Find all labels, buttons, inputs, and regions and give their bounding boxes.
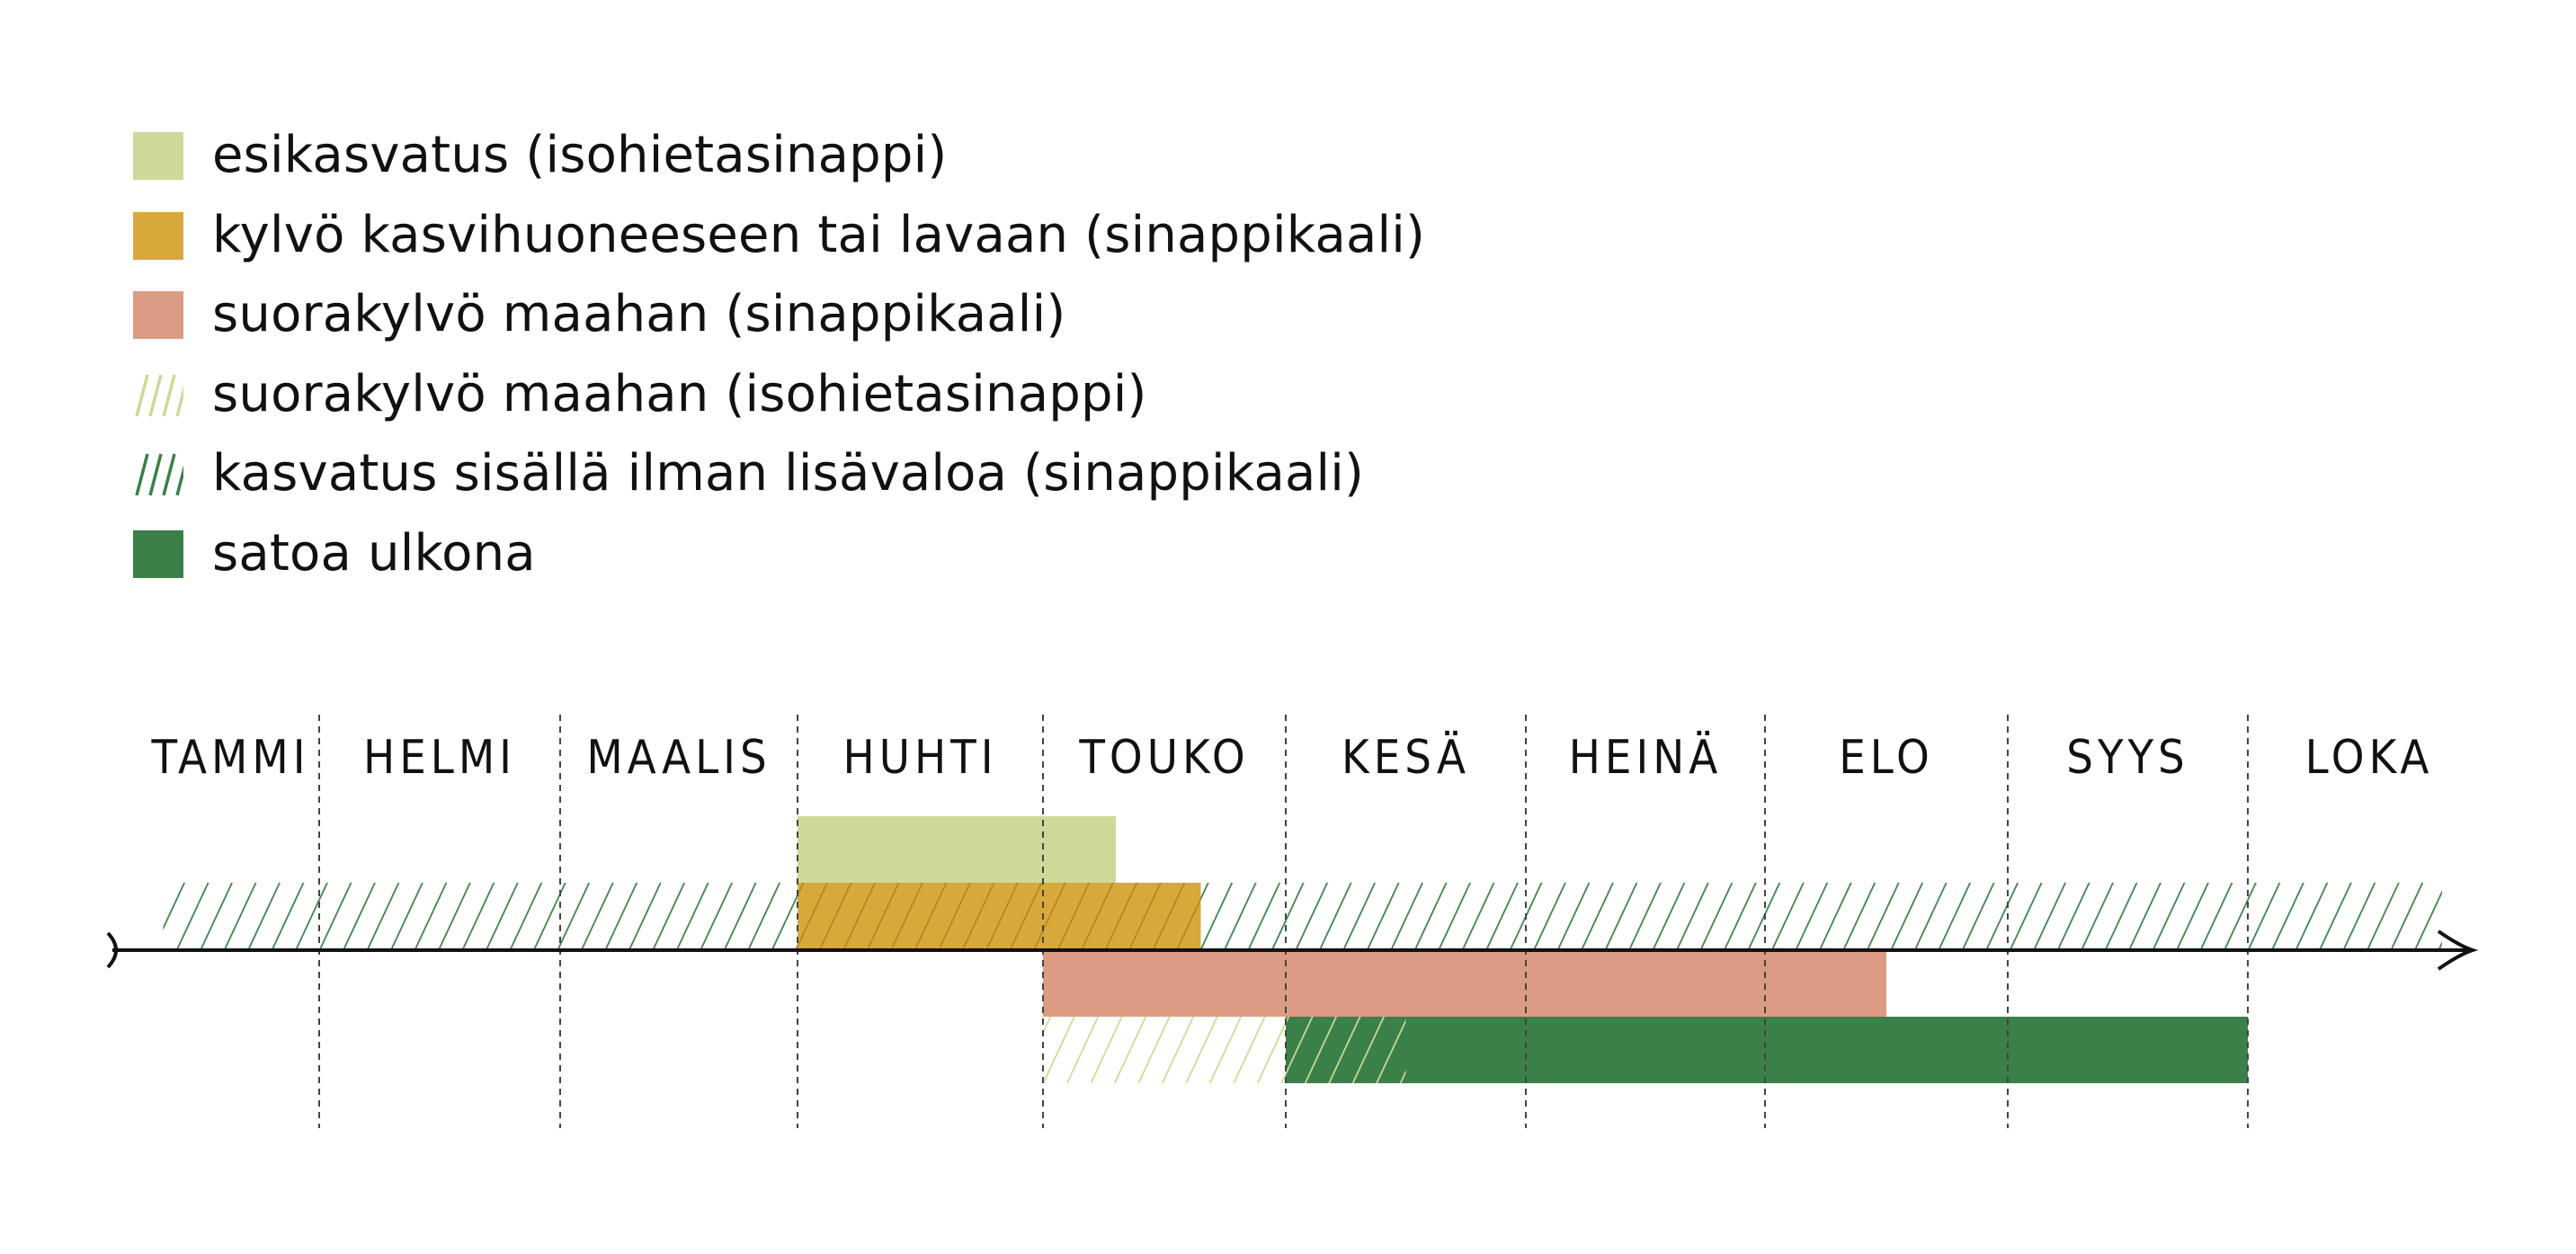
axis-tail	[106, 931, 118, 969]
bar-suorakylvo-isohietasinappi	[1043, 1017, 1286, 1083]
bar-kasvatus-sisalla	[163, 883, 2443, 948]
month-dividers	[318, 715, 2249, 1128]
month-labels: TAMMI HELMI MAALIS HUHTI TOUKO KESÄ HEINÄ ELO SY…	[150, 730, 2434, 785]
month-label: HEINÄ	[1569, 730, 1723, 785]
month-label: TOUKO	[1078, 731, 1249, 785]
month-label: KESÄ	[1341, 730, 1470, 785]
legend-swatch-suorakylvo-isohietasinappi	[135, 374, 183, 416]
month-label: TAMMI	[150, 731, 309, 785]
legend-swatch-esikasvatus	[133, 132, 183, 180]
month-label: HELMI	[363, 731, 516, 785]
month-label: ELO	[1839, 731, 1934, 785]
legend-label: satoa ulkona	[212, 523, 536, 583]
month-label: MAALIS	[586, 731, 771, 785]
bar-overlay-kasvatus-sisalla	[798, 883, 1201, 948]
bar-suorakylvo-sinappikaali	[1043, 950, 1886, 1017]
bar-esikasvatus	[798, 816, 1116, 883]
legend-label: kylvö kasvihuoneeseen tai lavaan (sinapp…	[212, 205, 1426, 264]
legend-swatch-satoa-ulkona	[133, 529, 183, 578]
month-label: LOKA	[2305, 731, 2434, 785]
month-label: HUHTI	[843, 731, 998, 785]
month-label: SYYS	[2066, 731, 2189, 785]
legend-label: kasvatus sisällä ilman lisävaloa (sinapp…	[212, 444, 1365, 502]
axis-arrowhead	[2437, 929, 2479, 971]
legend-swatch-kylvo-kasvihuone	[133, 211, 183, 260]
time-axis	[106, 929, 2479, 971]
bars-layer	[163, 816, 2443, 1083]
legend-label: suorakylvö maahan (isohietasinappi)	[212, 364, 1147, 423]
legend-swatch-suorakylvo-sinappikaali	[133, 291, 183, 339]
legend-swatch-kasvatus-sisalla	[135, 453, 183, 496]
bar-satoa-ulkona	[1286, 1017, 2248, 1083]
bar-kasvatus-sisalla	[1286, 1017, 1406, 1083]
legend-label: esikasvatus (isohietasinappi)	[212, 126, 948, 184]
legend-label: suorakylvö maahan (sinappikaali)	[212, 285, 1066, 343]
